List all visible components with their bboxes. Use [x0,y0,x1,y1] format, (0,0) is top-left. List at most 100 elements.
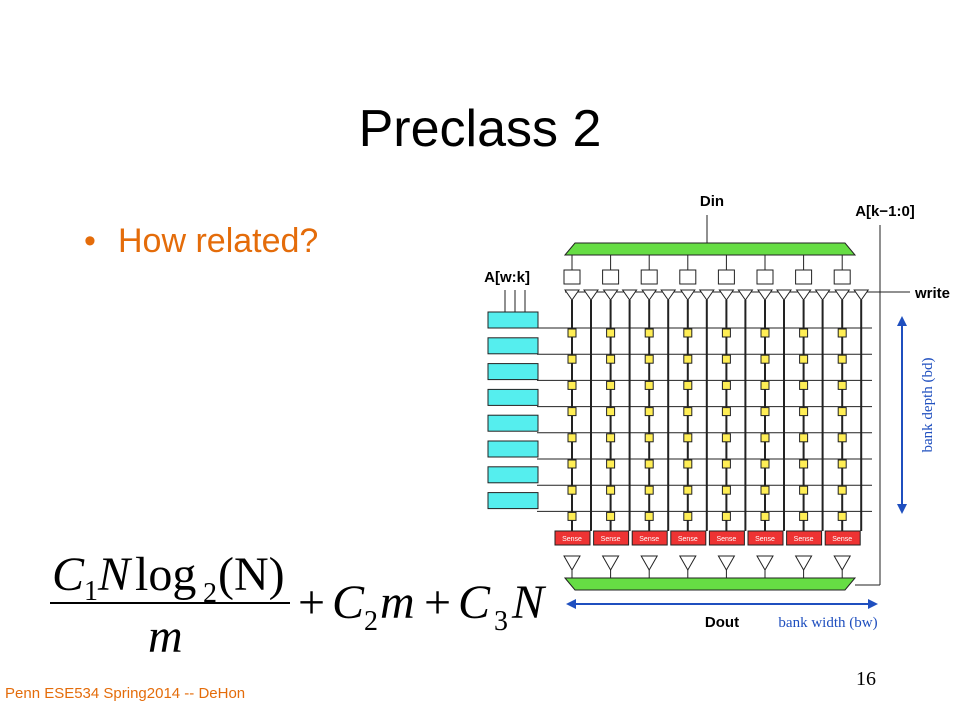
driver [564,289,580,301]
footer: Penn ESE534 Spring2014 -- DeHon [5,685,245,702]
cell [683,459,693,469]
latch [640,269,658,285]
formula-part: m [380,576,415,629]
cell [606,459,616,469]
sense-label: Sense [639,536,659,543]
dout-label: Dout [705,614,739,631]
sense-label: Sense [716,536,736,543]
cell [799,433,809,443]
formula-part: C [52,548,85,601]
cell [721,433,731,443]
addr-high-label: A[k−1:0] [855,203,915,220]
cell [567,485,577,495]
decoder [487,440,539,458]
formula-part: m [148,610,183,663]
driver [795,289,812,301]
sense-box [747,530,784,546]
sense-label: Sense [601,536,621,543]
cell [683,380,693,390]
formula-part: 3 [494,606,508,637]
latch [602,269,620,285]
latch [833,269,851,285]
cell [644,407,654,417]
formula-part: C [332,576,365,629]
cell [721,354,731,364]
decoder [487,388,539,406]
formula: C 1 N log 2 (N) m + C 2 m + C 3 N [50,548,547,663]
output-driver [794,555,813,572]
latch [795,269,813,285]
formula-part: log [135,548,196,601]
sense-box [593,530,630,546]
cell [644,511,654,521]
output-driver [717,555,736,572]
cell [683,328,693,338]
cell [837,380,847,390]
decoder [487,337,539,355]
slide-title: Preclass 2 [359,100,602,158]
sense-label: Sense [562,536,582,543]
driver [776,289,792,301]
driver [679,289,696,301]
formula-part: + [298,576,325,629]
page-number: 16 [856,668,876,690]
cell [606,407,616,417]
latch [679,269,697,285]
sense-label: Sense [678,536,698,543]
cell [721,328,731,338]
din-label: Din [700,193,724,210]
driver [583,289,599,301]
driver [853,289,870,301]
sense-label: Sense [794,536,814,543]
bullet-text: How related? [118,222,318,260]
cell [760,407,770,417]
cell [799,354,809,364]
cell [799,380,809,390]
cell [606,328,616,338]
cell [799,511,809,521]
write-label: write [914,285,950,302]
formula-part: 1 [84,576,98,607]
cell [837,485,847,495]
cell [837,459,847,469]
cell [837,328,847,338]
cell [721,511,731,521]
cell [606,511,616,521]
bus [563,577,857,591]
bullet-dot: • [84,222,96,260]
cell [799,407,809,417]
cell [567,459,577,469]
sense-box [554,530,591,546]
driver [602,289,619,301]
cell [606,485,616,495]
arrow-head [868,599,878,609]
cell [760,433,770,443]
cell [606,433,616,443]
driver [641,289,658,301]
formula-part: + [424,576,451,629]
cell [721,459,731,469]
cell [760,380,770,390]
bank-depth-label: bank depth (bd) [920,358,936,453]
driver [757,289,773,301]
formula-part: N [511,576,547,629]
cell [644,380,654,390]
latch [717,269,735,285]
cell [644,328,654,338]
driver [834,289,851,301]
cell [644,459,654,469]
cell [683,433,693,443]
driver [660,289,677,301]
formula-part: C [458,576,491,629]
cell [683,511,693,521]
bus [563,242,857,256]
driver [814,289,831,301]
cell [567,354,577,364]
formula-part: (N) [218,548,285,601]
latch [563,269,581,285]
output-driver [833,555,852,572]
driver [621,289,638,301]
formula-part: N [97,548,133,601]
cell [683,354,693,364]
